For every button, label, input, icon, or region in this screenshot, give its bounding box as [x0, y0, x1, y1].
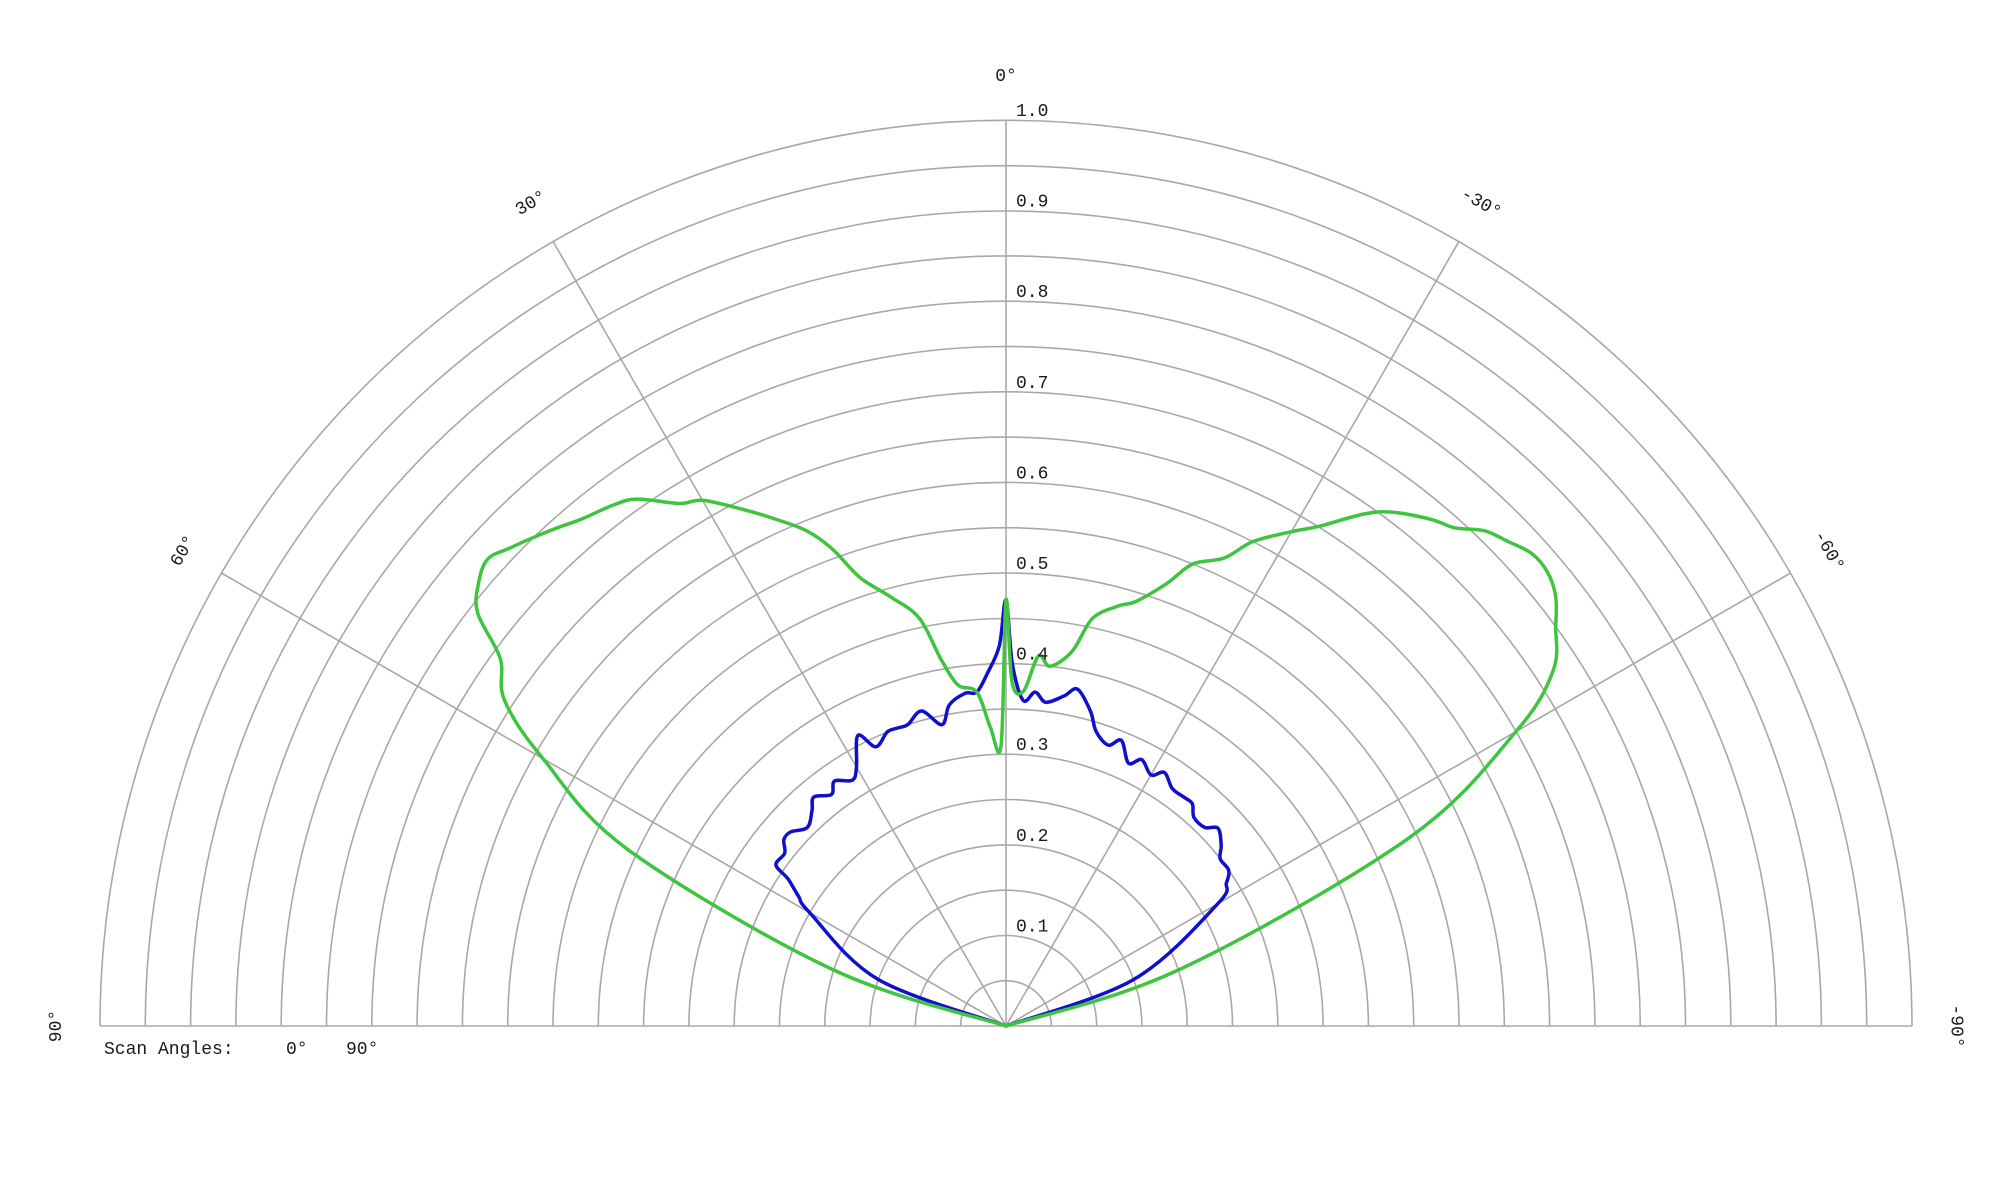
legend-item-1: 90° [346, 1040, 378, 1060]
angle-tick-label: 0° [995, 67, 1017, 87]
grid-spoke [552, 240, 1007, 1027]
legend: Scan Angles: 0° 90° [104, 1040, 378, 1060]
axis-labels: 0.1 0.2 0.3 0.4 0.5 0.6 0.7 0.8 0.9 1.0 90° 60° 30° 0… [47, 67, 1966, 1048]
radial-tick-label: 0.5 [1016, 555, 1048, 575]
radial-tick-label: 0.9 [1016, 193, 1048, 213]
grid-spoke [1005, 572, 1792, 1027]
radial-tick-label: 1.0 [1016, 102, 1048, 122]
angle-tick-label: 90° [47, 1010, 67, 1042]
radial-tick-label: 0.7 [1016, 374, 1048, 394]
angle-tick-label: 60° [167, 532, 201, 570]
angle-tick-label: -90° [1945, 1004, 1965, 1047]
polar-grid [99, 119, 1913, 1027]
radial-tick-label: 0.1 [1016, 917, 1048, 937]
grid-spoke [1005, 240, 1460, 1027]
series-line-1 [474, 497, 1559, 1028]
angle-tick-label: 30° [512, 187, 550, 221]
angle-tick-label: -60° [1809, 528, 1848, 575]
radial-tick-label: 0.4 [1016, 646, 1048, 666]
series-layer [474, 497, 1559, 1028]
grid-spoke [220, 572, 1007, 1027]
angle-tick-label: -30° [1457, 184, 1504, 223]
radial-tick-label: 0.3 [1016, 736, 1048, 756]
radial-tick-label: 0.6 [1016, 464, 1048, 484]
legend-title: Scan Angles: [104, 1040, 234, 1060]
radial-tick-label: 0.2 [1016, 827, 1048, 847]
radial-tick-label: 0.8 [1016, 283, 1048, 303]
legend-item-0: 0° [286, 1040, 308, 1060]
